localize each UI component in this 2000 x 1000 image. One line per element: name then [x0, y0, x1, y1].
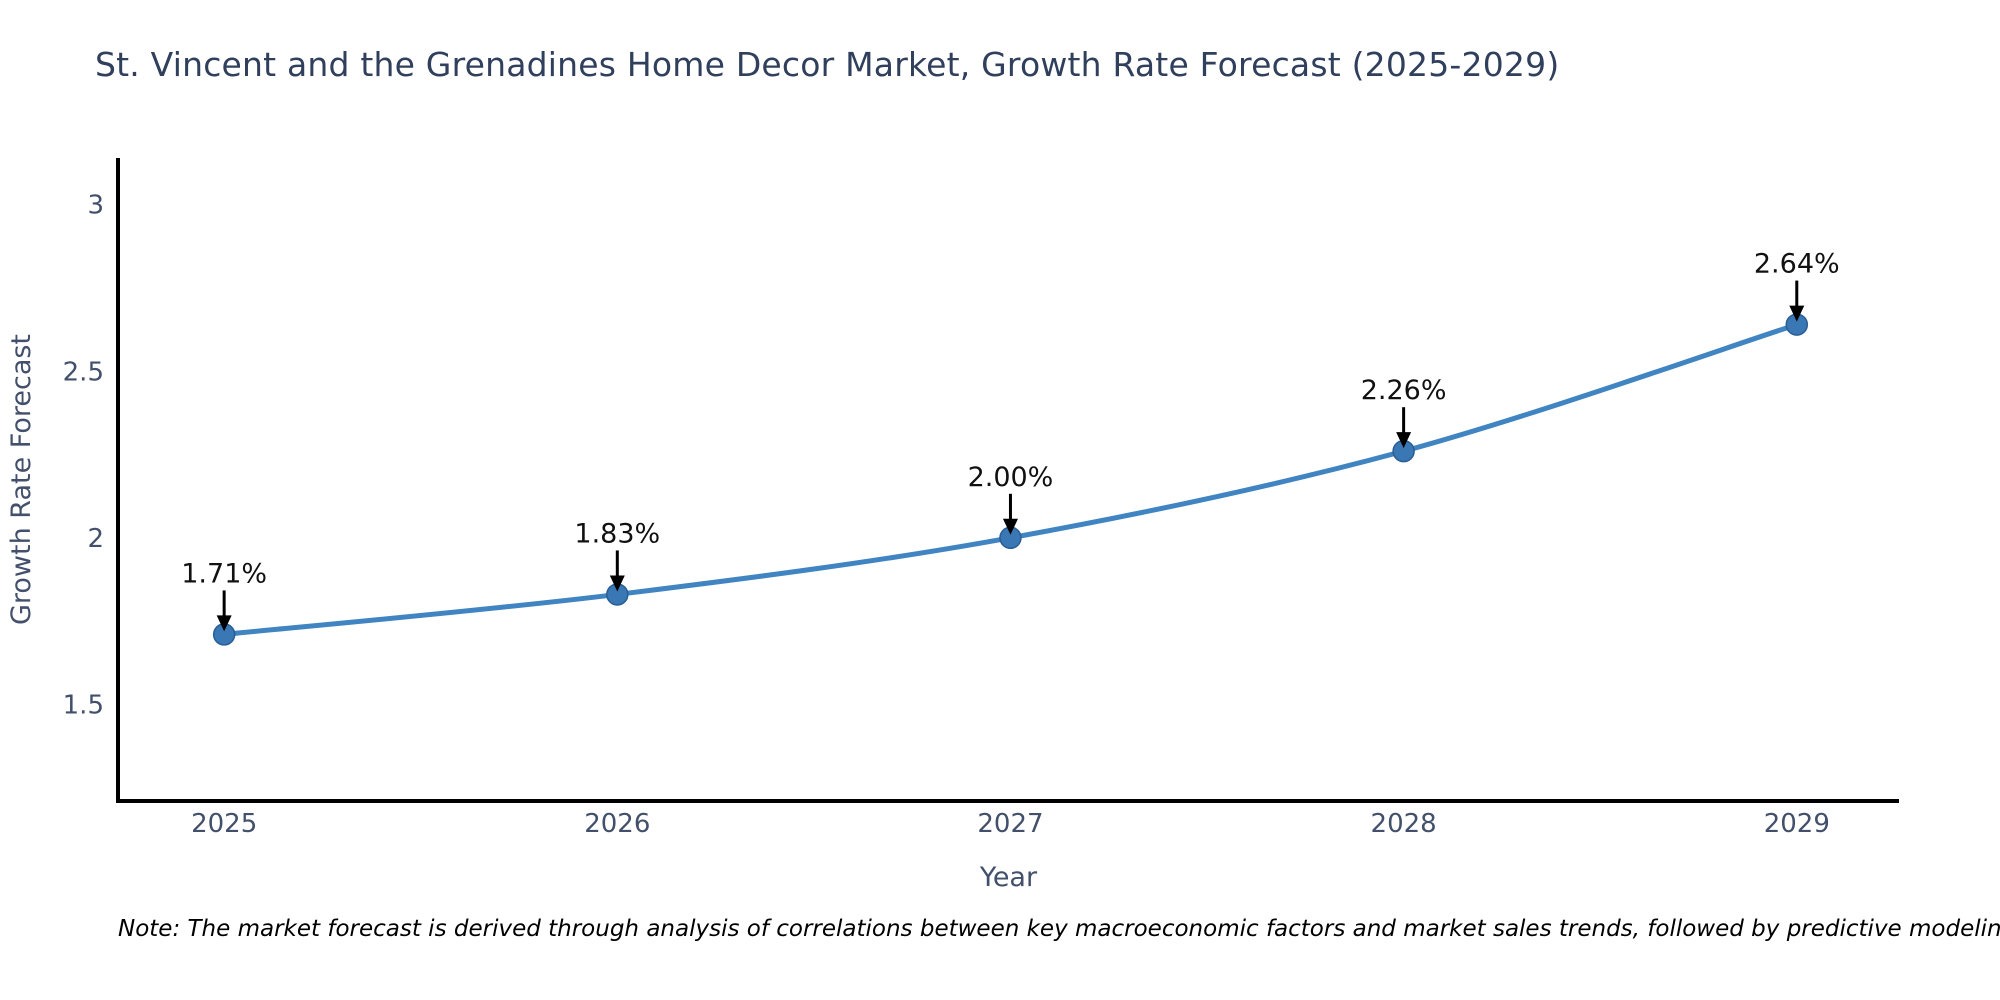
x-tick-label-2025: 2025 [191, 809, 257, 839]
data-label-2029: 2.64% [1754, 249, 1840, 280]
y-tick-label-2.5: 2.5 [63, 357, 104, 387]
y-tick-label-3: 3 [87, 191, 104, 221]
x-axis-title: Year [979, 862, 1038, 893]
x-tick-label-2026: 2026 [584, 809, 650, 839]
chart-title: St. Vincent and the Grenadines Home Deco… [95, 45, 1560, 84]
x-tick-label-2027: 2027 [977, 809, 1043, 839]
data-label-2026: 1.83% [574, 518, 660, 549]
y-tick-label-1.5: 1.5 [63, 690, 104, 720]
x-tick-label-2029: 2029 [1764, 809, 1830, 839]
y-axis-title: Growth Rate Forecast [6, 334, 37, 625]
x-tick-label-2028: 2028 [1371, 809, 1437, 839]
annotation-arrowhead-icon [609, 575, 625, 592]
data-label-2028: 2.26% [1361, 375, 1447, 406]
annotation-arrowhead-icon [1002, 518, 1018, 535]
annotation-arrowhead-icon [216, 615, 232, 632]
annotation-arrowhead-icon [1396, 432, 1412, 449]
footnote: Note: The market forecast is derived thr… [118, 916, 2000, 942]
y-tick-label-2: 2 [87, 524, 104, 554]
annotation-arrowhead-icon [1789, 305, 1805, 322]
data-label-2027: 2.00% [968, 462, 1054, 493]
data-label-2025: 1.71% [181, 558, 267, 589]
